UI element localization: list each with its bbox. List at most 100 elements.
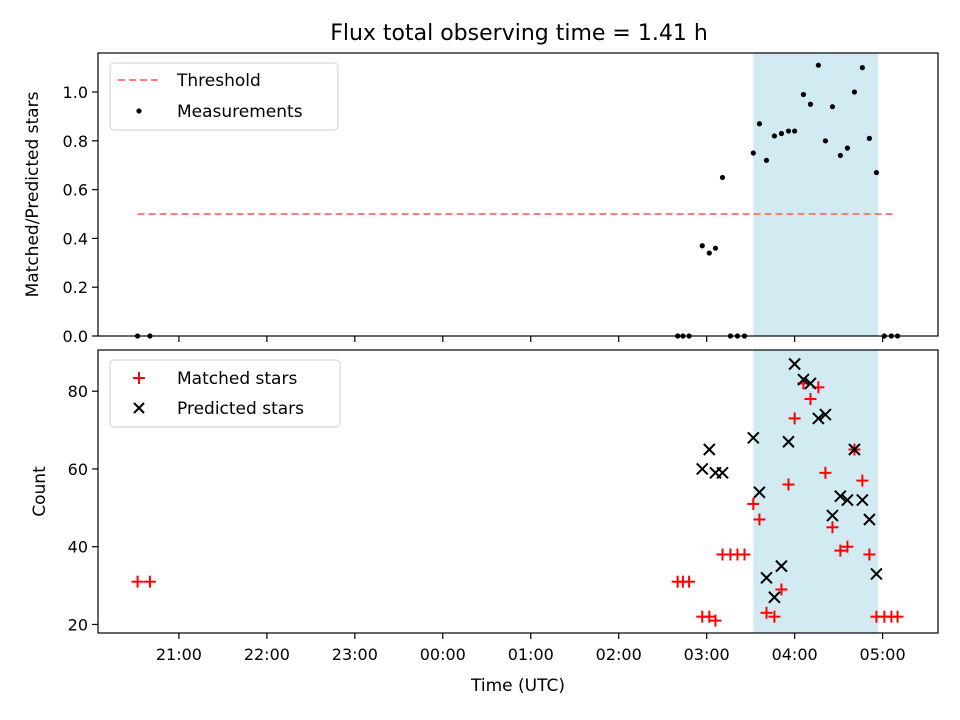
top-legend: Threshold Measurements <box>109 62 339 131</box>
xtick-label: 23:00 <box>332 645 378 664</box>
matched-star-point <box>856 474 869 487</box>
matched-star-point <box>738 548 751 561</box>
legend-matched-label: Matched stars <box>177 369 297 389</box>
top-panel: 0.0 0.2 0.4 0.6 0.8 1.0 Matched/Predicted sta… <box>23 52 939 346</box>
predicted-star-point <box>768 591 781 604</box>
matched-star-point <box>709 614 722 627</box>
matched-star-point <box>788 412 801 425</box>
xtick-label: 21:00 <box>156 645 202 664</box>
matched-star-point <box>760 606 773 619</box>
xtick-label: 05:00 <box>860 645 906 664</box>
measurement-point <box>800 91 807 98</box>
measurement-point <box>763 157 770 163</box>
top-observing-window <box>753 53 879 336</box>
predicted-star-point <box>797 373 810 386</box>
matched-star-point <box>703 610 716 623</box>
xtick-label: 01:00 <box>508 645 554 664</box>
bottom-observing-window <box>753 350 879 633</box>
top-ytick-label: 0.6 <box>63 181 88 200</box>
predicted-star-point <box>856 493 869 507</box>
measurement-point <box>815 62 821 68</box>
predicted-star-point <box>753 486 766 499</box>
predicted-star-point <box>747 431 760 445</box>
predicted-star-point <box>788 357 801 371</box>
bottom-ytick-label: 80 <box>68 382 88 401</box>
measurement-point <box>719 174 726 181</box>
predicted-star-point <box>775 559 788 573</box>
measurement-point <box>866 135 872 141</box>
measurement-point <box>785 128 792 134</box>
predicted-star-point <box>848 443 861 456</box>
xtick-label: 22:00 <box>244 645 290 664</box>
xtick-label: 00:00 <box>420 645 466 664</box>
matched-star-point <box>775 583 788 596</box>
top-panel-frame <box>97 52 939 337</box>
legend-matched-swatch <box>133 372 145 384</box>
predicted-star-point <box>804 377 817 390</box>
matched-star-point <box>819 466 832 479</box>
bottom-legend-box <box>109 359 341 428</box>
legend-measurements-label: Measurements <box>177 102 303 122</box>
measurement-point <box>873 169 880 176</box>
matched-star-point <box>891 610 904 623</box>
measurement-point <box>778 130 785 137</box>
measurement-point <box>756 121 763 127</box>
top-ytick-label: 0.8 <box>63 132 88 151</box>
measurement-point <box>822 138 829 144</box>
matched-star-point <box>834 544 847 557</box>
predicted-star-point <box>760 571 773 585</box>
matched-star-point <box>683 575 696 588</box>
xtick-label: 03:00 <box>684 645 730 664</box>
measurement-point <box>699 243 705 249</box>
top-ytick-label: 0.4 <box>63 229 88 248</box>
bottom-panel-ylabel: Count <box>30 466 50 517</box>
measurement-point <box>859 65 865 71</box>
predicted-star-point <box>826 509 839 522</box>
matched-star-point <box>826 521 839 534</box>
bottom-ytick-label: 20 <box>68 615 88 634</box>
matched-star-point <box>768 610 781 623</box>
measurement-point <box>792 128 798 134</box>
top-panel-ylabel: Matched/Predicted stars <box>23 91 43 297</box>
predicted-star-point <box>841 493 854 507</box>
legend-threshold-label: Threshold <box>176 71 261 91</box>
xtick-label: 04:00 <box>772 645 818 664</box>
matched-star-point <box>841 540 854 553</box>
matched-star-point <box>747 497 760 510</box>
predicted-star-point <box>819 408 832 421</box>
bottom-ytick-label: 40 <box>68 538 88 557</box>
measurement-point <box>807 101 814 107</box>
xtick-label: 02:00 <box>596 645 642 664</box>
measurement-point <box>712 245 719 251</box>
matched-star-point <box>782 478 795 491</box>
bottom-ytick-label: 60 <box>68 460 88 479</box>
predicted-star-point <box>782 435 795 448</box>
measurement-point <box>851 89 858 95</box>
top-ytick-label: 0.0 <box>63 327 88 346</box>
matched-star-point <box>753 513 766 526</box>
predicted-star-point <box>812 412 825 425</box>
predicted-star-point <box>834 489 847 503</box>
predicted-star-point <box>703 443 716 456</box>
legend-predicted-swatch <box>133 402 145 414</box>
matched-star-point <box>131 575 144 588</box>
measurement-point <box>844 145 851 151</box>
bottom-panel-frame <box>97 349 939 634</box>
top-ytick-label: 1.0 <box>63 83 88 102</box>
predicted-star-point <box>863 513 876 526</box>
top-legend-box <box>109 62 339 131</box>
legend-predicted-label: Predicted stars <box>177 399 304 419</box>
chart-title: Flux total observing time = 1.41 h <box>330 21 708 46</box>
matched-star-point <box>143 575 156 588</box>
measurement-point <box>706 250 712 256</box>
matched-star-point <box>863 548 876 561</box>
matched-star-point <box>804 392 817 405</box>
predicted-star-point <box>696 462 709 476</box>
top-ytick-label: 0.2 <box>63 278 88 297</box>
bottom-legend: Matched stars Predicted stars <box>109 359 341 428</box>
bottom-panel: 20 40 60 80 21:00 22:00 23:00 00:00 01:00 02:00 0… <box>30 349 939 664</box>
x-axis-label: Time (UTC) <box>470 676 565 696</box>
measurement-point <box>771 133 777 139</box>
predicted-star-point <box>870 567 883 581</box>
